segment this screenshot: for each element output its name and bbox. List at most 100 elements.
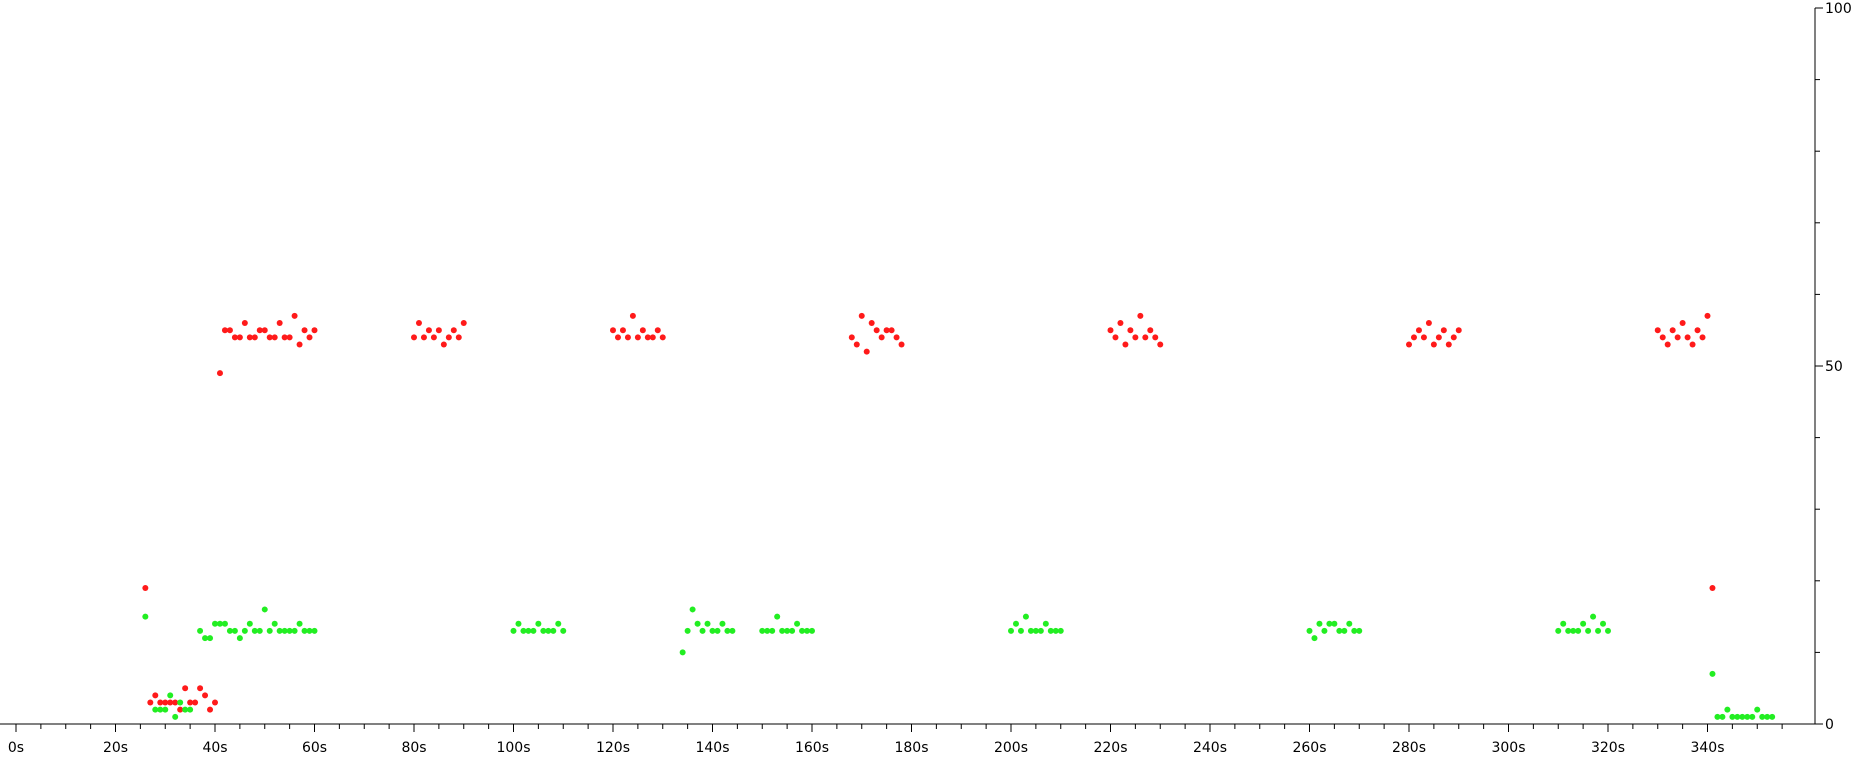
data-point-red [281,334,288,341]
data-point-green [251,627,258,634]
x-tick-label: 20s [103,740,128,756]
x-tick-label: 200s [994,740,1028,756]
data-point-green [167,692,174,699]
data-point-green [266,627,273,634]
x-tick-label: 340s [1690,740,1724,756]
data-point-green [157,706,164,713]
data-point-green [1022,613,1029,620]
data-point-red [878,334,885,341]
data-point-red [1430,341,1437,348]
data-point-green [187,706,194,713]
data-point-red [634,334,641,341]
data-point-green [202,635,209,642]
data-point-red [1709,584,1716,591]
data-point-red [256,327,263,334]
data-point-green [704,620,711,627]
data-point-red [898,341,905,348]
data-point-red [1694,327,1701,334]
data-point-green [1590,613,1597,620]
data-point-red [1689,341,1696,348]
x-tick-label: 0s [8,740,24,756]
data-point-green [1764,713,1771,720]
data-point-red [226,327,233,334]
data-point-green [1047,627,1054,634]
data-point-red [1406,341,1412,348]
data-point-red [1132,334,1139,341]
data-point-red [425,327,432,334]
x-tick-label: 100s [496,740,530,756]
data-point-green [1311,635,1318,642]
data-point-green [1306,627,1313,634]
data-point-red [450,327,457,334]
data-point-green [804,627,811,634]
data-point-red [440,341,447,348]
data-point-red [1440,327,1447,334]
data-point-green [1724,706,1731,713]
data-point-green [774,613,781,620]
data-point-red [1450,334,1457,341]
data-point-green [276,627,283,634]
data-point-green [182,706,189,713]
x-axis: 0s 20s 40s 60s 80s 100s 120s 140s 160s 180s 200s 22… [0,723,1815,756]
data-point-red [1664,341,1671,348]
data-point-red [306,334,313,341]
data-point-green [784,627,791,634]
data-point-green [1341,627,1348,634]
data-point-green [207,635,214,642]
data-point-green [764,627,771,634]
data-point-green [1326,620,1333,627]
data-point-red [1455,327,1462,334]
data-point-red [1415,327,1422,334]
data-point-green [241,627,248,634]
data-point-green [1585,627,1592,634]
data-point-green [231,627,238,634]
data-point-green [226,627,233,634]
data-point-red [649,334,656,341]
data-point-red [868,320,875,327]
data-point-red [142,584,149,591]
data-point-red [858,312,865,319]
data-point-green [162,706,169,713]
y-tick-label: 0 [1825,717,1834,733]
data-point-green [779,627,786,634]
data-point-green [1356,627,1363,634]
data-point-red [271,334,278,341]
data-point-red [1157,341,1164,348]
data-point-red [659,334,666,341]
data-point-red [853,341,860,348]
data-point-red [435,327,442,334]
data-point-green [172,713,179,720]
data-point-red [624,334,631,341]
x-tick-label: 260s [1292,740,1326,756]
data-point-green [1600,620,1607,627]
data-point-red [197,685,204,692]
data-point-red [167,699,174,706]
data-point-red [276,320,283,327]
data-point-green [1575,627,1582,634]
data-point-green [520,627,527,634]
data-point-green [694,620,701,627]
data-point-red [251,334,258,341]
data-point-green [525,627,532,634]
data-point-red [1659,334,1666,341]
data-point-green [142,613,149,620]
x-tick-label: 60s [302,740,327,756]
data-point-red [246,334,253,341]
data-point-red [301,327,308,334]
data-point-red [1137,312,1144,319]
data-point-red [212,699,218,706]
data-point-green [1565,627,1572,634]
data-point-green [530,627,537,634]
data-point-red [445,334,452,341]
data-point-green [789,627,796,634]
data-point-green [714,627,721,634]
data-point-green [1709,670,1716,677]
data-point-red [182,685,189,692]
x-tick-label: 40s [202,740,227,756]
data-point-green [261,606,268,613]
data-point-red [1704,312,1711,319]
data-point-red [266,334,273,341]
x-tick-label: 240s [1193,740,1227,756]
data-point-red [187,699,194,706]
data-point-green [699,627,706,634]
